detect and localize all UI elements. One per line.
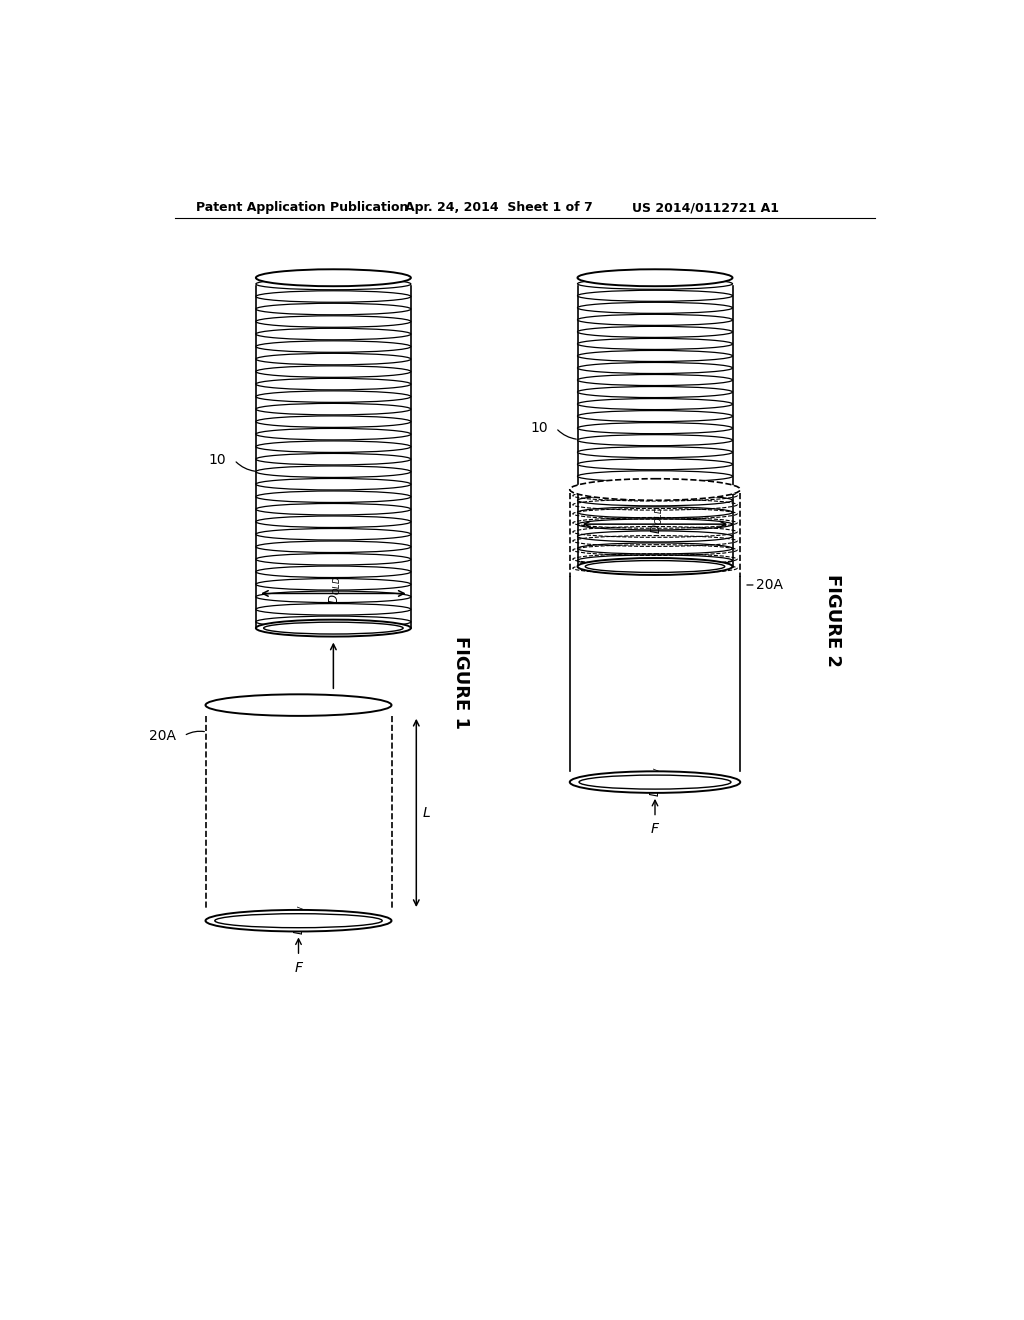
Ellipse shape [578,314,732,326]
Ellipse shape [579,775,731,789]
Ellipse shape [569,771,740,793]
Ellipse shape [256,290,411,302]
Text: FIGURE 2: FIGURE 2 [824,574,843,667]
Ellipse shape [578,483,732,494]
Ellipse shape [256,315,411,327]
Ellipse shape [256,528,411,540]
Ellipse shape [578,558,732,576]
Ellipse shape [256,616,411,627]
Ellipse shape [578,422,732,434]
Text: $D_{OLD}$: $D_{OLD}$ [328,576,343,603]
Ellipse shape [578,495,732,506]
Ellipse shape [578,411,732,421]
Ellipse shape [256,366,411,378]
Text: $D_{NEW}$: $D_{NEW}$ [293,904,307,936]
Text: US 2014/0112721 A1: US 2014/0112721 A1 [632,201,778,214]
Text: Apr. 24, 2014  Sheet 1 of 7: Apr. 24, 2014 Sheet 1 of 7 [406,201,593,214]
Ellipse shape [586,561,725,573]
Ellipse shape [256,578,411,590]
Ellipse shape [206,694,391,715]
Ellipse shape [256,516,411,528]
Ellipse shape [256,354,411,364]
Ellipse shape [578,375,732,385]
Ellipse shape [578,554,732,566]
Ellipse shape [256,304,411,314]
Ellipse shape [578,543,732,554]
Ellipse shape [569,479,740,500]
Ellipse shape [578,290,732,301]
Ellipse shape [256,429,411,440]
Ellipse shape [256,341,411,352]
Text: FIGURE 1: FIGURE 1 [453,635,470,729]
Ellipse shape [256,503,411,515]
Ellipse shape [256,603,411,615]
Ellipse shape [578,302,732,313]
Ellipse shape [578,399,732,409]
Ellipse shape [256,379,411,389]
Ellipse shape [578,387,732,397]
Ellipse shape [256,478,411,490]
Ellipse shape [215,913,382,928]
Ellipse shape [256,566,411,578]
Ellipse shape [578,434,732,446]
Ellipse shape [256,491,411,503]
Ellipse shape [578,519,732,529]
Ellipse shape [256,541,411,553]
Text: 20A: 20A [150,729,176,743]
Ellipse shape [256,269,411,286]
Ellipse shape [263,622,403,634]
Text: F: F [295,961,302,974]
Ellipse shape [256,404,411,414]
Ellipse shape [206,909,391,932]
Ellipse shape [578,531,732,543]
Ellipse shape [256,619,411,636]
Ellipse shape [256,279,411,290]
Ellipse shape [256,591,411,602]
Text: 20A: 20A [756,578,782,591]
Ellipse shape [578,446,732,458]
Text: 10: 10 [530,421,548,434]
Ellipse shape [578,279,732,289]
Text: L: L [423,807,430,820]
Ellipse shape [578,471,732,482]
Text: $D_{OLD}$: $D_{OLD}$ [650,507,665,535]
Text: 10: 10 [209,453,226,467]
Ellipse shape [256,329,411,339]
Ellipse shape [256,441,411,453]
Ellipse shape [578,507,732,517]
Ellipse shape [578,338,732,350]
Ellipse shape [256,553,411,565]
Ellipse shape [578,458,732,470]
Text: $D_{NEW}$: $D_{NEW}$ [649,766,665,797]
Ellipse shape [578,326,732,338]
Ellipse shape [256,391,411,403]
Text: F: F [651,822,659,836]
Ellipse shape [578,350,732,362]
Ellipse shape [256,416,411,428]
Ellipse shape [578,363,732,374]
Ellipse shape [256,466,411,478]
Ellipse shape [578,269,732,286]
Text: Patent Application Publication: Patent Application Publication [197,201,409,214]
Ellipse shape [256,454,411,465]
